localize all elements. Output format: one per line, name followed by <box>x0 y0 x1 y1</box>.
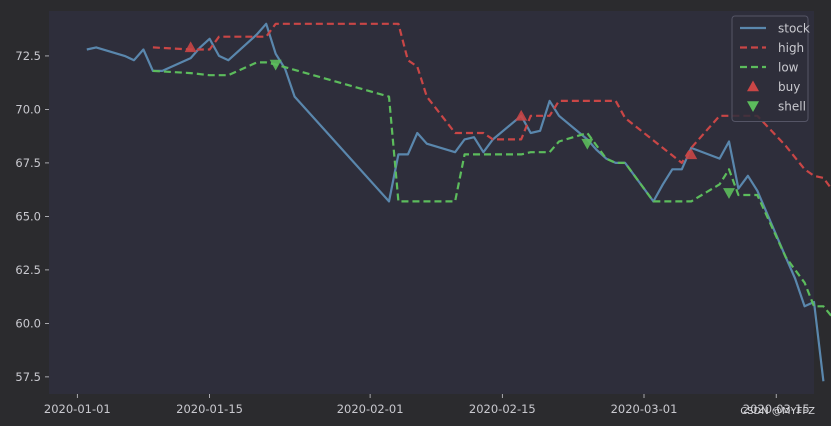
legend-label-low: low <box>778 61 799 75</box>
y-tick-label: 62.5 <box>15 263 41 277</box>
legend-label-stock: stock <box>778 22 810 36</box>
x-axis: 2020-01-01 2020-01-15 2020-02-01 2020-02-15… <box>44 394 810 416</box>
y-tick-label: 65.0 <box>15 209 41 223</box>
plot-area <box>49 11 814 394</box>
x-tick-label: 2020-01-01 <box>44 402 111 416</box>
series-low-line <box>152 61 831 318</box>
marker-buy <box>515 109 528 121</box>
series-stock-line <box>86 22 825 382</box>
marker-buy <box>685 148 698 160</box>
x-tick-label: 2020-02-15 <box>469 402 536 416</box>
y-tick-label: 67.5 <box>15 156 41 170</box>
legend: stock high low buy shell <box>731 15 810 122</box>
x-tick-label: 2020-03-15 <box>743 402 810 416</box>
y-tick-label: 60.0 <box>15 316 41 330</box>
x-tick-label: 2020-03-01 <box>611 402 678 416</box>
marker-layer <box>184 41 735 199</box>
legend-label-buy: buy <box>778 80 800 94</box>
x-tick-label: 2020-01-15 <box>176 402 243 416</box>
watermark: CSDN @MYFFZ <box>740 406 815 417</box>
legend-label-high: high <box>778 41 804 55</box>
y-tick-label: 72.5 <box>15 49 41 63</box>
legend-box <box>731 15 809 122</box>
x-tick-label: 2020-02-01 <box>337 402 404 416</box>
marker-buy <box>184 41 197 53</box>
legend-label-shell: shell <box>778 100 806 114</box>
marker-shell <box>269 59 282 71</box>
y-tick-label: 57.5 <box>15 370 41 384</box>
y-tick-label: 70.0 <box>15 102 41 116</box>
marker-shell <box>581 138 594 150</box>
y-axis: 57.5 60.0 62.5 65.0 67.5 70.0 72.5 <box>15 49 49 384</box>
marker-shell <box>723 188 735 199</box>
legend-swatch-shell <box>747 101 759 112</box>
legend-swatch-buy <box>747 80 759 92</box>
